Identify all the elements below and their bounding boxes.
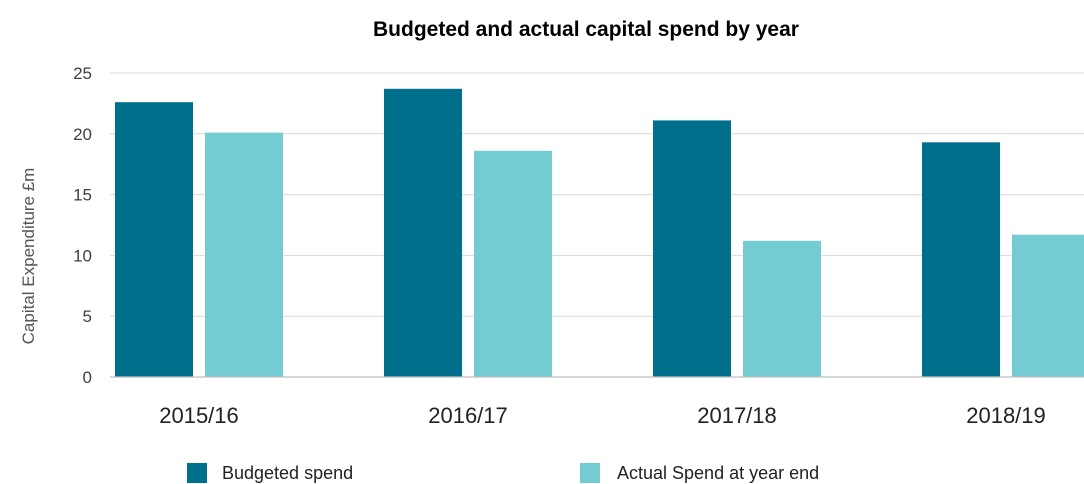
x-tick-label: 2017/18 (697, 403, 777, 428)
x-tick-label: 2016/17 (428, 403, 508, 428)
bar-actual-2015-16 (205, 132, 283, 377)
chart-title: Budgeted and actual capital spend by yea… (373, 18, 799, 41)
bar-actual-2016-17 (474, 150, 552, 377)
bar-budgeted-2017-18 (653, 120, 731, 377)
bars (115, 88, 1084, 378)
bar-actual-2018-19 (1012, 234, 1084, 377)
bar-actual-2017-18 (743, 240, 821, 377)
legend: Budgeted spend Actual Spend at year end (187, 463, 819, 483)
y-tick-label: 5 (83, 307, 92, 326)
x-axis-ticks: 2015/16 2016/17 2017/18 2018/19 (159, 403, 1046, 428)
bar-budgeted-2015-16 (115, 102, 193, 378)
y-tick-label: 15 (73, 186, 92, 205)
bar-budgeted-2018-19 (922, 142, 1000, 377)
legend-swatch (187, 463, 207, 483)
y-axis-ticks: 0 5 10 15 20 25 (73, 64, 92, 387)
y-tick-label: 20 (73, 125, 92, 144)
y-tick-label: 0 (83, 368, 92, 387)
legend-swatch (580, 463, 600, 483)
y-tick-label: 25 (73, 64, 92, 83)
bar-budgeted-2016-17 (384, 88, 462, 378)
legend-label: Budgeted spend (222, 463, 353, 483)
x-tick-label: 2018/19 (966, 403, 1046, 428)
y-tick-label: 10 (73, 246, 92, 265)
legend-label: Actual Spend at year end (617, 463, 819, 483)
x-tick-label: 2015/16 (159, 403, 239, 428)
y-axis-label: Capital Expenditure £m (19, 168, 38, 345)
